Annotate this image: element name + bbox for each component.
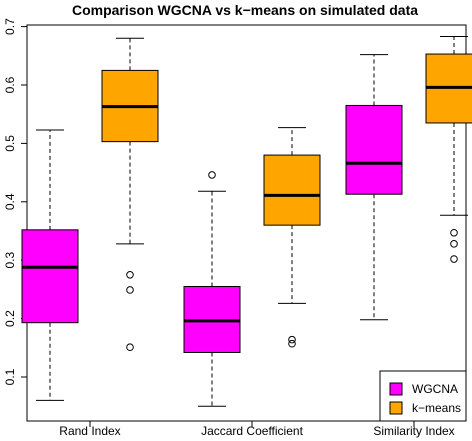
y-tick-label: 0.1: [3, 368, 17, 385]
box-wgcna: [21, 129, 79, 401]
y-tick-label: 0.6: [3, 76, 17, 93]
box-kmeans: [101, 37, 159, 352]
box-wgcna: [345, 54, 403, 321]
outlier-point: [288, 335, 296, 344]
box-wgcna: [183, 171, 241, 407]
y-tick-label: 0.2: [3, 310, 17, 327]
box-iqr: [263, 154, 321, 226]
legend: WGCNA k−means: [379, 370, 467, 422]
outlier-point: [126, 271, 134, 279]
plot-frame: [26, 24, 467, 422]
box-iqr: [21, 229, 79, 324]
legend-swatch: [389, 382, 403, 396]
outlier-point: [450, 228, 458, 237]
outlier-point: [450, 255, 458, 263]
x-axis: Rand Index Jaccard Coefficient Similarity …: [59, 420, 455, 438]
y-tick-label: 0.4: [3, 193, 17, 210]
outlier-point: [126, 343, 134, 352]
boxes: [21, 36, 472, 407]
box-kmeans: [425, 36, 472, 263]
x-tick-label: Similarity Index: [373, 424, 454, 438]
outlier-point: [126, 286, 134, 294]
y-tick-label: 0.3: [3, 252, 17, 269]
y-axis: 0.1 0.2 0.3 0.4 0.5 0.6 0.7: [3, 18, 28, 385]
y-tick-label: 0.5: [3, 135, 17, 152]
x-tick-label: Rand Index: [59, 424, 120, 438]
y-tick-label: 0.7: [3, 18, 17, 35]
outlier-point: [208, 171, 216, 179]
chart-title: Comparison WGCNA vs k−means on simulated…: [72, 2, 418, 18]
outlier-point: [288, 339, 296, 348]
legend-label: WGCNA: [412, 382, 458, 396]
legend-label: k−means: [412, 401, 461, 415]
outlier-point: [450, 240, 458, 248]
box-kmeans: [263, 127, 321, 348]
x-tick-label: Jaccard Coefficient: [201, 424, 303, 438]
box-iqr: [345, 104, 403, 195]
legend-swatch: [389, 401, 403, 415]
